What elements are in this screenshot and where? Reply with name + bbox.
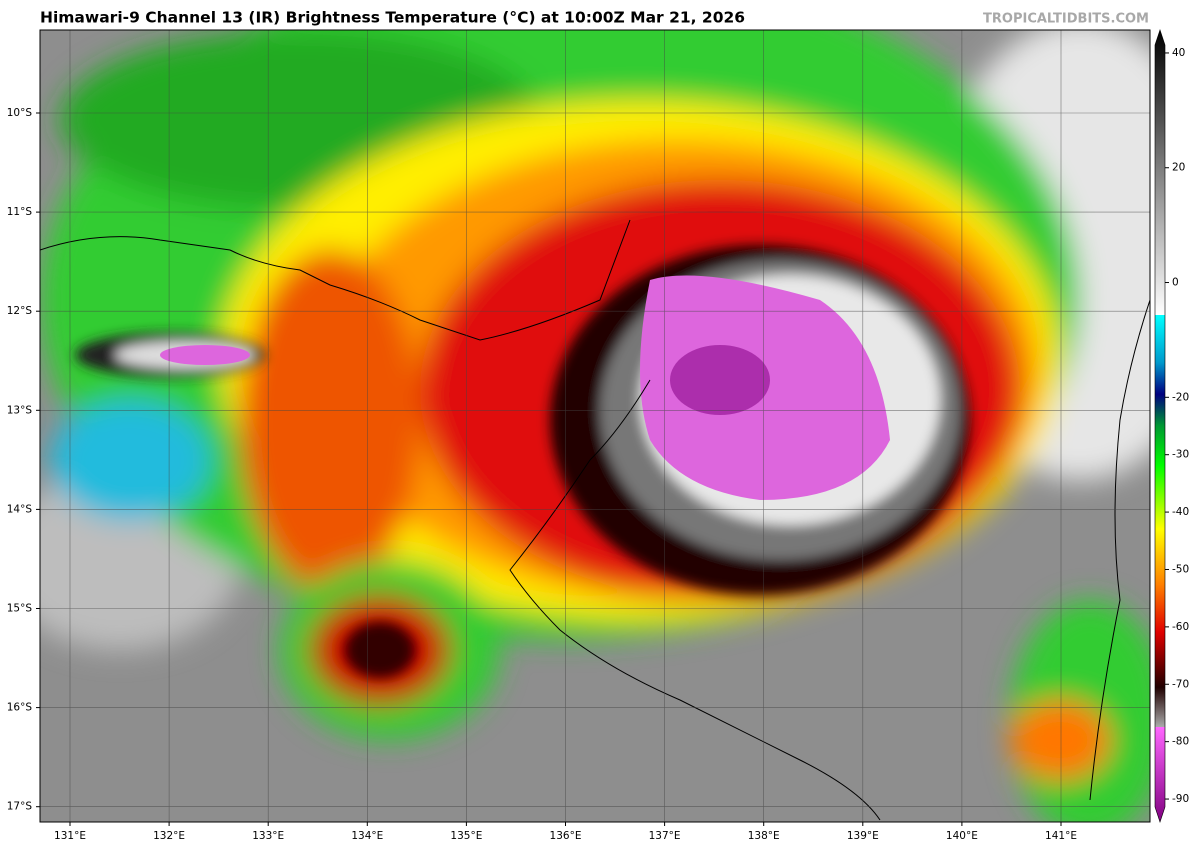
colorbar-label: -60 <box>1172 621 1189 633</box>
lon-label: 133°E <box>252 830 284 842</box>
colorbar-label: 20 <box>1172 162 1185 174</box>
credit: TROPICALTIDBITS.COM <box>983 12 1149 27</box>
lat-label: 11°S <box>7 206 33 218</box>
lon-label: 136°E <box>550 830 582 842</box>
map-frame <box>39 29 1151 823</box>
lat-label: 10°S <box>7 107 33 119</box>
colorbar-label: -50 <box>1172 563 1189 575</box>
colorbar-label: -70 <box>1172 678 1189 690</box>
colorbar-label: 0 <box>1172 277 1179 289</box>
lon-label: 138°E <box>748 830 780 842</box>
lon-label: 132°E <box>153 830 185 842</box>
lon-label: 131°E <box>54 830 86 842</box>
colorbar-label: -30 <box>1172 449 1189 461</box>
lat-label: 12°S <box>7 305 33 317</box>
lon-label: 134°E <box>351 830 383 842</box>
lat-label: 17°S <box>7 801 33 813</box>
lat-label: 15°S <box>7 603 33 615</box>
lon-label: 140°E <box>946 830 978 842</box>
lon-label: 135°E <box>450 830 482 842</box>
lon-label: 139°E <box>847 830 879 842</box>
colorbar-label: -80 <box>1172 736 1189 748</box>
lon-label: 137°E <box>649 830 681 842</box>
colorbar-label: -40 <box>1172 506 1189 518</box>
lon-label: 141°E <box>1045 830 1077 842</box>
colorbar <box>1154 29 1166 823</box>
lat-label: 14°S <box>7 503 33 515</box>
colorbar-label: 40 <box>1172 47 1185 59</box>
lat-label: 13°S <box>7 404 33 416</box>
colorbar-label: -90 <box>1172 793 1189 805</box>
title: Himawari-9 Channel 13 (IR) Brightness Te… <box>40 9 745 27</box>
colorbar-label: -20 <box>1172 391 1189 403</box>
lat-label: 16°S <box>7 702 33 714</box>
